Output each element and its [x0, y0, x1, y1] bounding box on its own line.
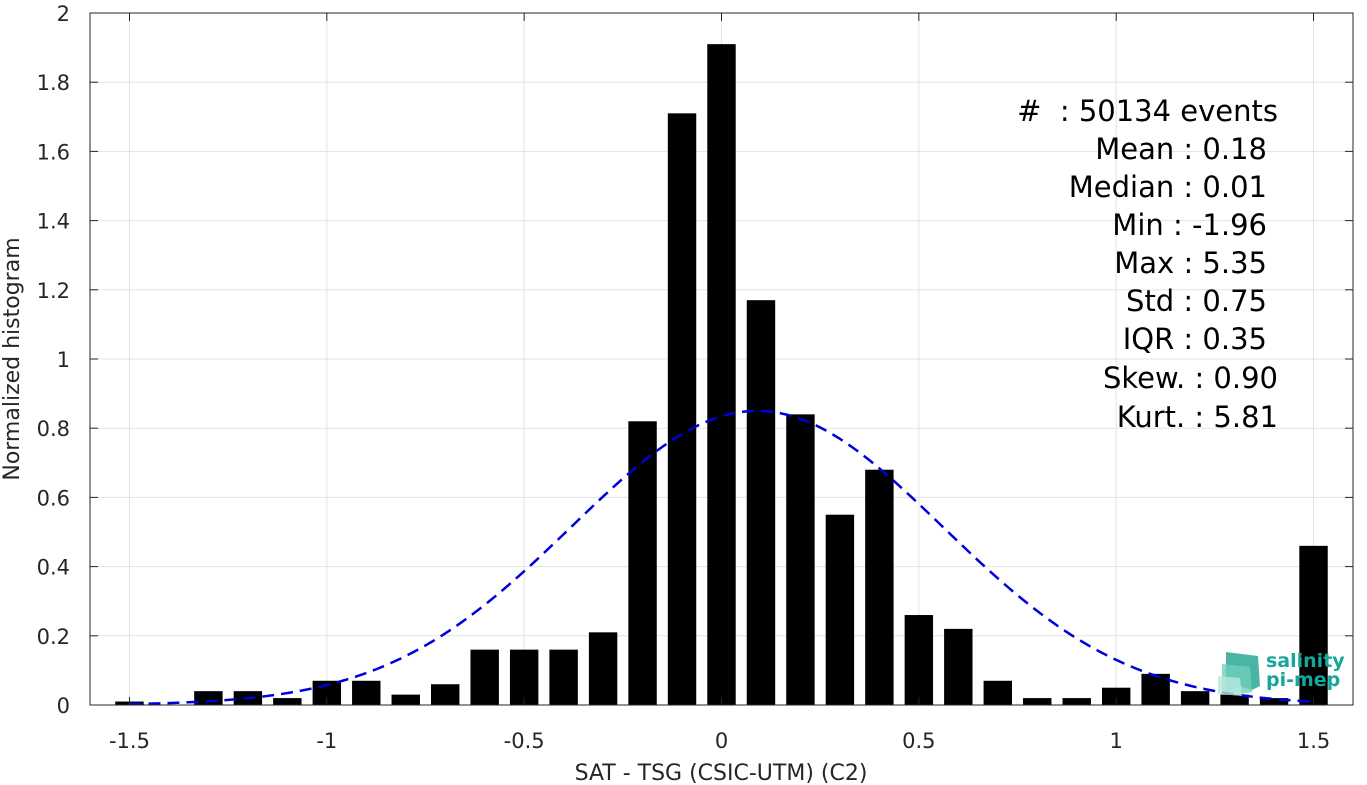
stats-median: Median : 0.01	[1069, 170, 1267, 204]
histogram-bar	[944, 628, 973, 705]
y-axis-label: Normalized histogram	[0, 237, 25, 480]
histogram-bar	[509, 649, 539, 705]
histogram-bar	[1062, 698, 1091, 705]
stats-mean: Mean : 0.18	[1095, 132, 1267, 166]
histogram-bar	[628, 421, 657, 705]
histogram-bar	[470, 649, 499, 705]
histogram-bar	[391, 694, 420, 705]
histogram-bar	[786, 414, 815, 705]
stats-std: Std : 0.75	[1126, 284, 1267, 318]
y-tick-label: 0.2	[37, 625, 70, 649]
y-tick-label: 0.8	[37, 417, 70, 441]
y-axis-ticks: 0 0.2 0.4 0.6 0.8 1 1.2 1.4 1.6 1.8 2	[37, 2, 1353, 718]
x-tick-label: 0.5	[902, 729, 935, 753]
x-tick-label: -0.5	[504, 729, 545, 753]
histogram-bar	[1180, 691, 1210, 705]
x-tick-label: 1.5	[1297, 729, 1330, 753]
histogram-bar	[746, 300, 776, 705]
y-tick-label: 1	[57, 348, 70, 372]
stats-iqr: IQR : 0.35	[1123, 322, 1267, 356]
stats-skew: Skew. : 0.90	[1103, 361, 1278, 395]
statistics-box: # : 50134 events Mean : 0.18 Median : 0.…	[1017, 94, 1278, 434]
gaussian-fit-curve	[129, 409, 1314, 706]
histogram-bar	[1023, 698, 1052, 705]
x-axis-ticks: -1.5 -1 -0.5 0 0.5 1 1.5	[109, 13, 1330, 753]
histogram-bar	[549, 649, 578, 705]
histogram-bar	[352, 680, 381, 705]
x-tick-label: -1	[316, 729, 337, 753]
histogram-bar	[825, 514, 855, 705]
y-tick-label: 1.6	[37, 140, 70, 164]
y-tick-label: 1.2	[37, 279, 70, 303]
histogram-bar	[667, 113, 697, 706]
histogram-bar	[983, 680, 1012, 705]
histogram-bar	[707, 44, 736, 705]
histogram-bar	[904, 615, 934, 705]
histogram-bar	[1220, 694, 1249, 705]
salinity-pi-mep-logo: salinity pi-mep	[1218, 650, 1345, 696]
stats-events: # : 50134 events	[1017, 94, 1278, 128]
x-tick-label: -1.5	[109, 729, 150, 753]
histogram-bar	[1259, 698, 1289, 705]
stats-kurt: Kurt. : 5.81	[1117, 400, 1278, 434]
x-axis-label: SAT - TSG (CSIC-UTM) (C2)	[575, 761, 868, 785]
y-tick-label: 1.4	[37, 210, 70, 234]
y-tick-label: 0.6	[37, 486, 70, 510]
y-tick-label: 2	[57, 2, 70, 26]
y-tick-label: 0	[57, 694, 70, 718]
stats-min: Min : -1.96	[1112, 208, 1267, 242]
y-tick-label: 0.4	[37, 556, 70, 580]
histogram-bar	[431, 684, 460, 705]
logo-line2: pi-mep	[1266, 669, 1340, 691]
histogram-bar	[273, 698, 302, 705]
y-tick-label: 1.8	[37, 71, 70, 95]
logo-line1: salinity	[1266, 650, 1345, 672]
histogram-bar	[1299, 545, 1328, 705]
histogram-bar	[865, 469, 894, 705]
histogram-bar	[1101, 687, 1131, 705]
logo-wave-icon	[1218, 652, 1260, 696]
histogram-bar	[588, 632, 618, 705]
x-tick-label: 1	[1110, 729, 1123, 753]
x-tick-label: 0	[715, 729, 728, 753]
histogram-bar	[1141, 673, 1170, 705]
stats-max: Max : 5.35	[1114, 246, 1267, 280]
